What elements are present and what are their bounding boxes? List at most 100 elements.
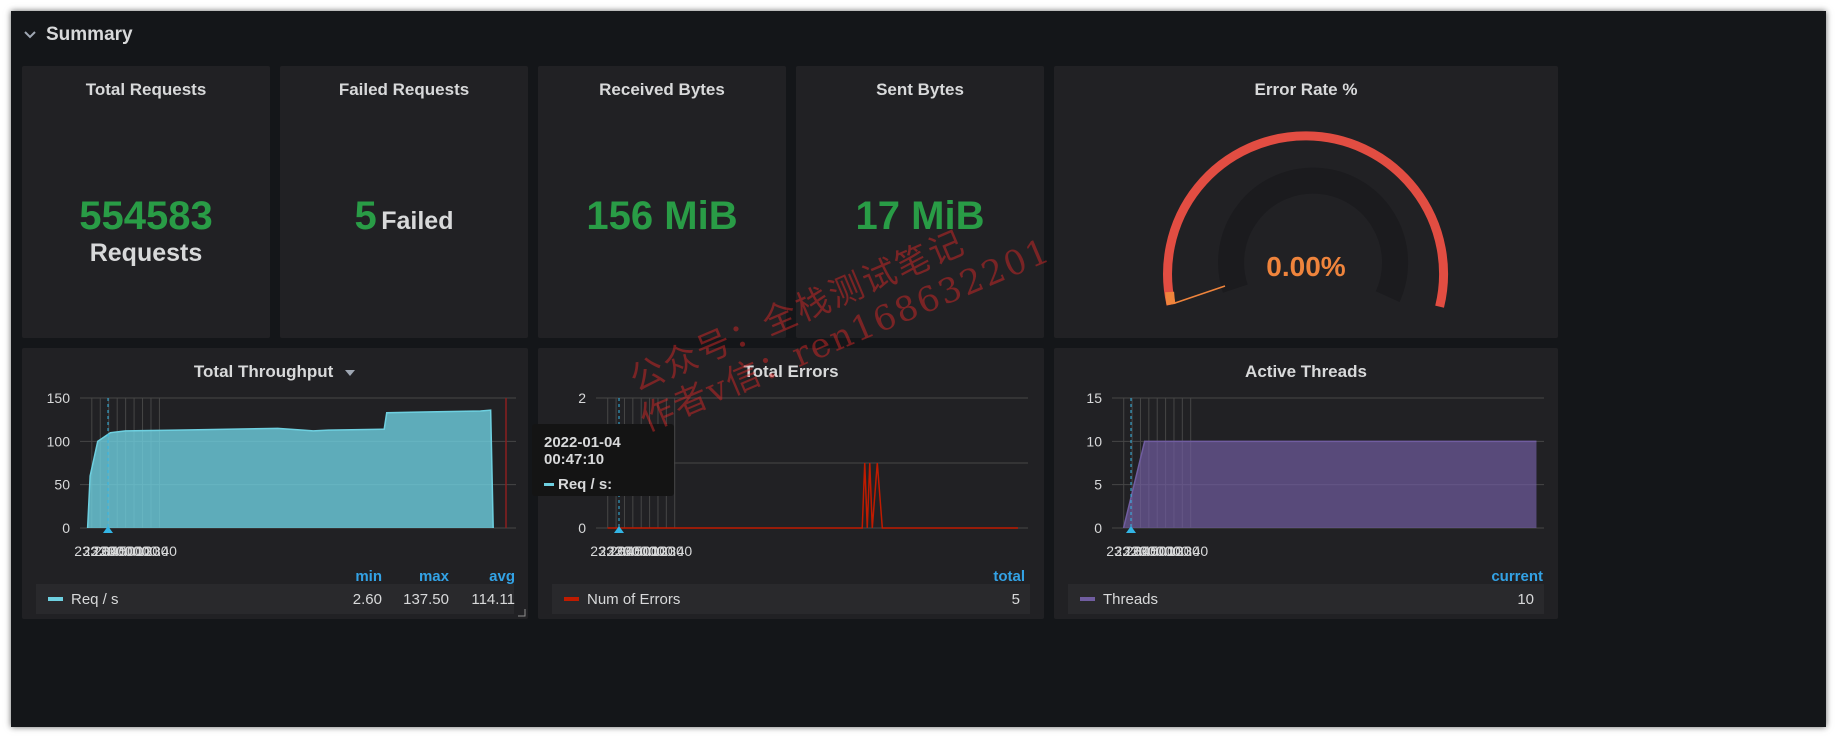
series-area [1123, 441, 1537, 528]
tooltip-row: Req / s: [544, 476, 662, 493]
threads-chart[interactable]: 0 5 10 15 23:2023:3023:4023:5000:0000:1000:2… [1054, 378, 1558, 598]
x-tick-label: 00:20 [125, 543, 160, 559]
series-line [86, 409, 494, 529]
tooltip-time: 2022-01-04 00:47:10 [544, 434, 621, 468]
graph-panel-total-errors[interactable]: Total Errors 01223:2023:3023:4023:5000:0… [538, 348, 1044, 619]
errors-chart[interactable]: 01223:2023:3023:4023:5000:0000:1000:2000… [538, 378, 1044, 598]
panel-title: Error Rate % [1254, 80, 1358, 99]
x-tick-label: 00:00 [624, 543, 659, 559]
row-header-summary[interactable]: Summary [22, 11, 1812, 59]
caret-down-icon [345, 369, 356, 376]
stat-value: 156 MiB [538, 194, 786, 239]
gauge-inner-track [1218, 167, 1409, 302]
legend-header-total: total [993, 568, 1025, 585]
annotation-marker[interactable] [1126, 526, 1136, 533]
x-tick-label: 23:20 [1106, 543, 1141, 559]
x-tick-label: 23:50 [100, 543, 135, 559]
y-tick-label: 2 [578, 390, 586, 406]
dashboard: Summary Total Requests 554583 Requests F… [11, 11, 1826, 727]
x-tick-label: 23:50 [615, 543, 650, 559]
x-tick-label: 00:30 [649, 543, 684, 559]
gauge-arc [1163, 131, 1448, 308]
annotation-marker[interactable] [103, 526, 113, 533]
panel-title: Sent Bytes [876, 80, 964, 99]
panel-title: Received Bytes [599, 80, 725, 99]
series-line [1122, 440, 1537, 529]
stat-value: 554583 Requests [22, 194, 270, 268]
legend-series-name: Num of Errors [587, 590, 681, 608]
legend-header-max: max [418, 568, 449, 585]
gauge-threshold-arc [1165, 291, 1176, 306]
graph-panel-active-threads[interactable]: Active Threads 0 5 10 15 23:20 23:30 23:40 23:5… [1054, 348, 1558, 619]
x-tick-label: 00:40 [657, 543, 692, 559]
x-tick-label: 00:30 [133, 543, 168, 559]
stat-value: 17 MiB [796, 194, 1044, 239]
panel-title: Failed Requests [338, 80, 470, 99]
legend-avg: 114.11 [471, 590, 515, 608]
panel-title: Active Threads [1245, 362, 1367, 381]
gauge-value: 0.00% [1266, 251, 1345, 282]
x-tick-label: 23:40 [1123, 543, 1158, 559]
x-tick-label: 00:10 [632, 543, 667, 559]
gauge-threshold-marker [1174, 285, 1226, 304]
legend-header-current: current [1491, 568, 1543, 585]
stat-panel-sent-bytes[interactable]: Sent Bytes 17 MiB [796, 66, 1044, 338]
stat-number: 156 MiB [586, 194, 738, 238]
panel-title: Total Errors [743, 362, 839, 381]
y-tick-label: 15 [1086, 390, 1102, 406]
x-tick-label: 00:40 [1173, 543, 1208, 559]
tooltip-series: Req / s: [558, 476, 613, 493]
y-tick-label: 100 [47, 433, 71, 449]
legend-max: 137.50 [403, 590, 449, 608]
stat-unit: Requests [89, 239, 203, 267]
graph-tooltip: 2022-01-04 00:47:10 Req / s: [532, 424, 674, 496]
panel-title: Total Requests [85, 80, 207, 99]
stat-value: 5 Failed [280, 194, 528, 239]
annotation-marker[interactable] [614, 526, 624, 533]
legend-series-name: Req / s [71, 590, 119, 608]
stat-number: 17 MiB [855, 194, 985, 238]
panel-title-text: Total Throughput [193, 362, 334, 381]
row-title: Summary [46, 24, 133, 45]
stat-panel-total-requests[interactable]: Total Requests 554583 Requests [22, 66, 270, 338]
resize-handle-icon[interactable] [518, 609, 526, 617]
x-tick-label: 00:40 [142, 543, 177, 559]
tooltip-swatch [544, 483, 554, 486]
legend-row-threads[interactable]: Threads 10 [1068, 584, 1544, 614]
series-area [87, 410, 494, 528]
x-tick-label: 23:30 [83, 543, 118, 559]
series-line [607, 462, 1018, 529]
x-tick-label: 00:20 [1156, 543, 1191, 559]
x-tick-label: 00:20 [640, 543, 675, 559]
graph-panel-total-throughput[interactable]: Total Throughput 0 50 100 150 23:20 23:30 23:4… [22, 348, 528, 619]
gauge-panel-error-rate[interactable]: Error Rate % 0.00% [1054, 66, 1558, 338]
legend-min: 2.60 [352, 590, 382, 608]
x-tick-label: 00:30 [1165, 543, 1200, 559]
legend-current: 10 [1517, 590, 1534, 608]
legend-header-min: min [355, 568, 382, 585]
stat-panel-failed-requests[interactable]: Failed Requests 5 Failed [280, 66, 528, 338]
y-tick-label: 0 [62, 520, 70, 536]
chevron-down-icon [24, 31, 36, 39]
legend-swatch [1080, 597, 1095, 601]
error-rate-gauge: 0.00% [1163, 131, 1448, 308]
stat-unit: Failed [381, 207, 454, 235]
x-tick-label: 23:20 [590, 543, 625, 559]
x-tick-label: 00:10 [117, 543, 152, 559]
y-tick-label: 0 [578, 520, 586, 536]
x-tick-label: 00:00 [1140, 543, 1175, 559]
throughput-chart[interactable]: 0 50 100 150 23:2023:3023:4023:5000:0000:100… [22, 378, 528, 598]
x-tick-label: 23:40 [91, 543, 126, 559]
stat-number: 554583 [79, 194, 213, 238]
stat-number: 5 [354, 194, 377, 238]
legend-row-req-s[interactable]: Req / s 2.60 137.50 114.11 [36, 584, 515, 614]
x-tick-label: 23:40 [607, 543, 642, 559]
legend-swatch [564, 597, 579, 601]
y-tick-label: 150 [47, 390, 71, 406]
x-tick-label: 00:10 [1148, 543, 1183, 559]
x-tick-label: 23:20 [74, 543, 109, 559]
x-tick-label: 00:00 [108, 543, 143, 559]
legend-row-num-errors[interactable]: Num of Errors 5 [552, 584, 1030, 614]
stat-panel-received-bytes[interactable]: Received Bytes 156 MiB [538, 66, 786, 338]
panel-title[interactable]: Total Throughput [22, 362, 528, 382]
